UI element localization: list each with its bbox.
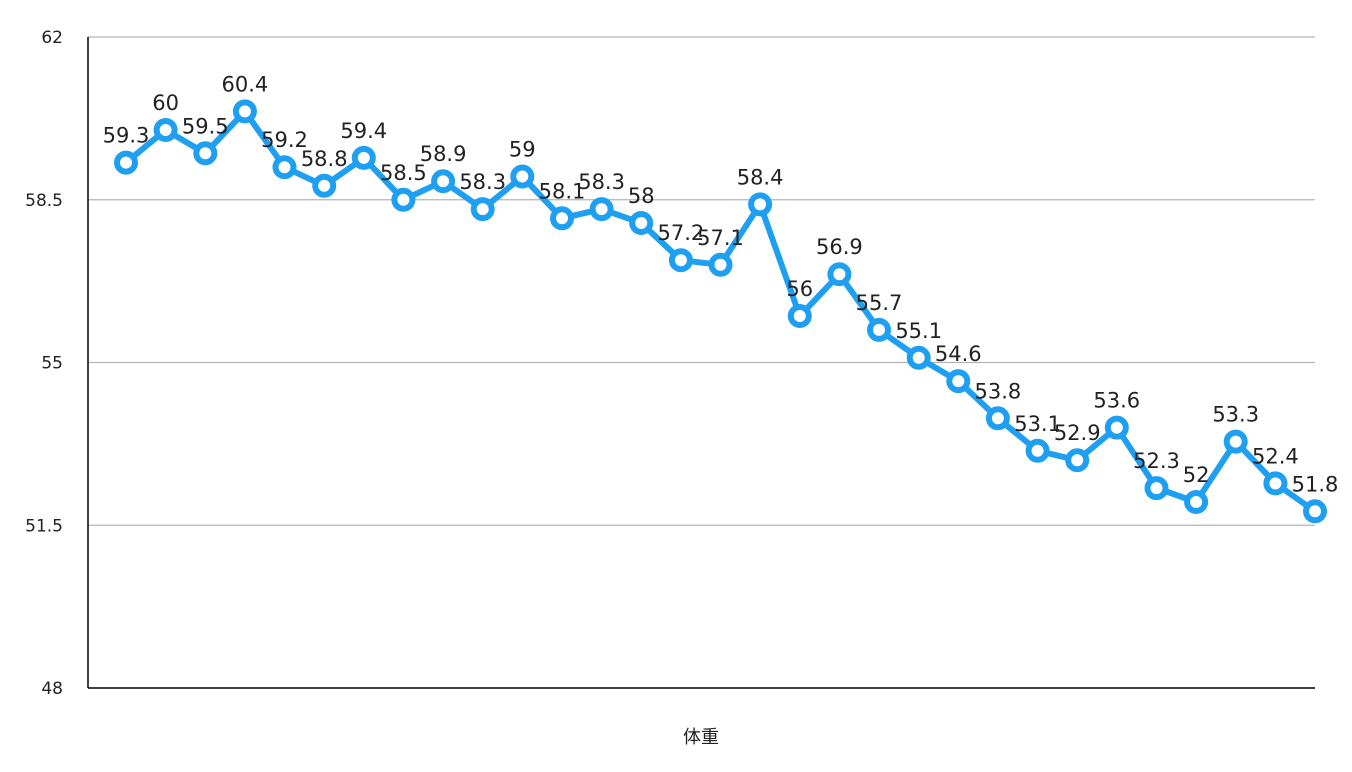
data-label: 55.1 xyxy=(895,319,942,343)
data-label: 58.3 xyxy=(459,170,506,194)
data-label: 58.3 xyxy=(578,170,625,194)
data-label: 56.9 xyxy=(816,235,863,259)
data-label: 53.8 xyxy=(975,379,1022,403)
y-tick-label: 48 xyxy=(41,679,63,699)
data-label: 59.4 xyxy=(340,119,387,143)
data-point xyxy=(272,155,297,180)
y-tick-label: 58.5 xyxy=(25,191,63,211)
data-label: 55.7 xyxy=(856,291,903,315)
data-label: 56 xyxy=(786,277,813,301)
data-label: 52.9 xyxy=(1054,421,1101,445)
data-label: 53.6 xyxy=(1093,389,1140,413)
x-axis-title: 体重 xyxy=(683,727,719,748)
data-label: 58 xyxy=(628,184,655,208)
data-label: 53.1 xyxy=(1014,412,1061,436)
data-point xyxy=(431,169,456,194)
data-label: 58.9 xyxy=(420,142,467,166)
data-label: 53.3 xyxy=(1212,403,1259,427)
data-points xyxy=(114,99,1327,524)
data-point xyxy=(312,173,337,198)
data-point xyxy=(589,197,614,222)
data-point xyxy=(1065,448,1090,473)
data-labels: 59.36059.560.459.258.859.458.558.958.359… xyxy=(103,72,1339,496)
data-point xyxy=(232,99,257,124)
data-label: 52.3 xyxy=(1133,449,1180,473)
data-point xyxy=(351,145,376,170)
data-point xyxy=(1025,438,1050,463)
data-label: 57.1 xyxy=(697,226,744,250)
data-point xyxy=(787,304,812,328)
data-label: 52.4 xyxy=(1252,444,1299,468)
data-point xyxy=(1223,429,1248,454)
data-label: 59.2 xyxy=(261,128,308,152)
data-point xyxy=(510,164,535,189)
data-point xyxy=(1303,499,1327,524)
data-label: 58.4 xyxy=(737,165,784,189)
data-point xyxy=(114,150,138,175)
data-point xyxy=(906,345,931,370)
data-label: 57.2 xyxy=(658,221,705,245)
data-label: 54.6 xyxy=(935,342,982,366)
data-label: 58.8 xyxy=(301,147,348,171)
data-point xyxy=(550,206,574,231)
y-tick-label: 55 xyxy=(41,354,63,374)
data-label: 58.1 xyxy=(539,179,586,203)
data-point xyxy=(470,197,495,222)
data-point xyxy=(708,252,733,277)
axes xyxy=(87,37,1315,689)
data-point xyxy=(985,406,1010,431)
data-point xyxy=(391,187,416,212)
data-label: 51.8 xyxy=(1292,472,1339,496)
data-point xyxy=(1184,490,1209,514)
data-label: 52 xyxy=(1183,463,1210,487)
data-point xyxy=(867,317,891,342)
data-point xyxy=(827,262,852,287)
y-tick-labels: 48 51.5 55 58.5 62 xyxy=(25,28,63,699)
data-point xyxy=(748,192,773,217)
data-label: 59.3 xyxy=(103,124,150,148)
data-point xyxy=(153,118,178,142)
y-tick-label: 51.5 xyxy=(25,516,63,536)
data-point xyxy=(1144,476,1169,501)
data-label: 59 xyxy=(509,138,536,162)
data-label: 59.5 xyxy=(182,114,229,138)
data-label: 60.4 xyxy=(222,72,269,96)
data-label: 60 xyxy=(152,91,179,115)
y-tick-label: 62 xyxy=(41,28,63,48)
gridlines xyxy=(88,36,1315,526)
data-point xyxy=(668,248,693,273)
data-point xyxy=(1263,471,1288,496)
data-point xyxy=(946,369,971,394)
data-point xyxy=(1104,415,1129,440)
data-label: 58.5 xyxy=(380,161,427,185)
data-point xyxy=(629,211,654,235)
data-point xyxy=(193,141,218,166)
